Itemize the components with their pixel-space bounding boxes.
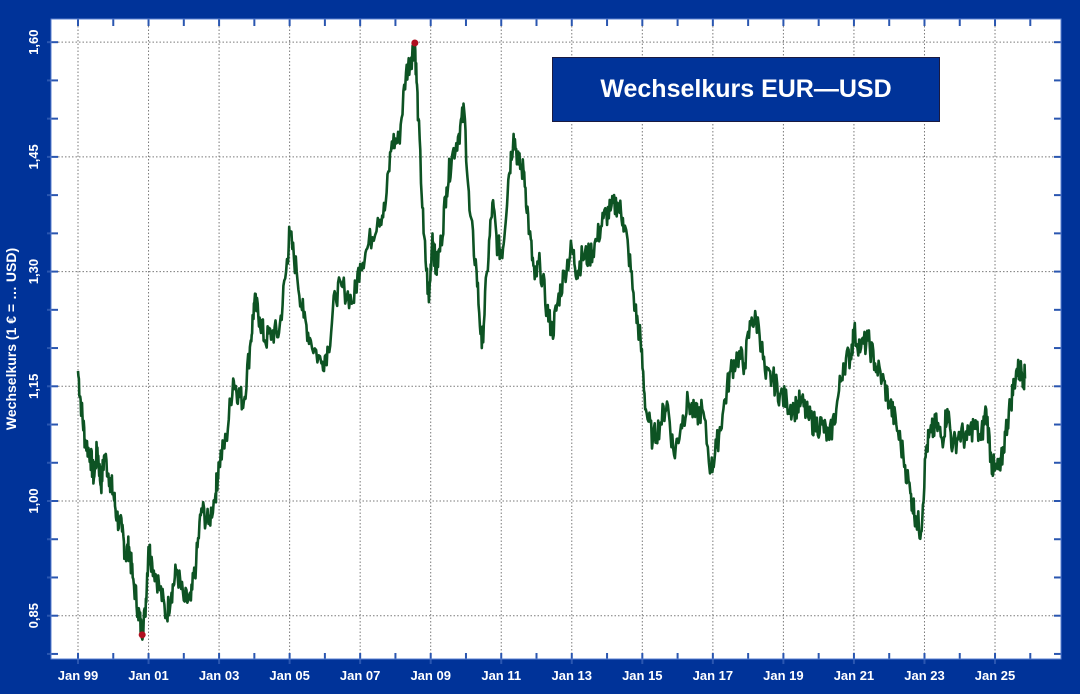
x-tick-label: Jan 13 — [552, 668, 592, 683]
x-tick-label: Jan 01 — [128, 668, 168, 683]
axis-ticks — [47, 18, 1062, 664]
x-tick-label: Jan 07 — [340, 668, 380, 683]
x-axis-tick-labels: Jan 99 Jan 01 Jan 03 Jan 05 Jan 07 Jan 09 Jan … — [58, 668, 1016, 683]
x-tick-label: Jan 17 — [693, 668, 733, 683]
x-tick-label: Jan 99 — [58, 668, 98, 683]
y-axis-title: Wechselkurs (1 € = … USD) — [3, 248, 19, 430]
x-tick-label: Jan 15 — [622, 668, 662, 683]
x-tick-label: Jan 03 — [199, 668, 239, 683]
y-tick-label: 1,15 — [26, 374, 41, 399]
y-tick-label: 1,30 — [26, 259, 41, 284]
x-tick-label: Jan 25 — [975, 668, 1015, 683]
x-tick-label: Jan 05 — [269, 668, 309, 683]
gridlines — [51, 19, 1061, 659]
x-tick-label: Jan 19 — [763, 668, 803, 683]
eur-usd-line — [76, 40, 1027, 641]
y-axis-tick-labels: 0,85 1,00 1,15 1,30 1,45 1,60 — [26, 30, 41, 629]
y-tick-label: 1,00 — [26, 488, 41, 513]
y-tick-label: 1,60 — [26, 30, 41, 55]
minimum-marker — [138, 631, 146, 639]
y-tick-label: 1,45 — [26, 144, 41, 169]
x-tick-label: Jan 23 — [904, 668, 944, 683]
chart-title: Wechselkurs EUR—USD — [552, 57, 940, 122]
maximum-marker — [411, 39, 419, 47]
x-tick-label: Jan 11 — [481, 668, 521, 683]
x-tick-label: Jan 21 — [834, 668, 874, 683]
x-tick-label: Jan 09 — [410, 668, 450, 683]
y-tick-label: 0,85 — [26, 603, 41, 628]
